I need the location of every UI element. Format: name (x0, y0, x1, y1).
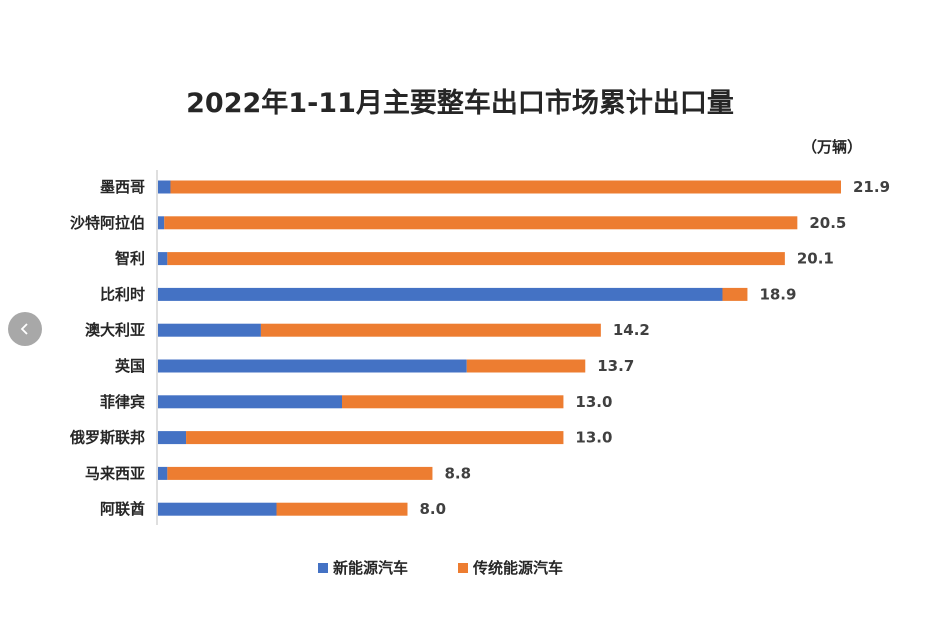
bar-segment-nev (158, 502, 277, 516)
legend: 新能源汽车 传统能源汽车 (318, 559, 563, 577)
category-label: 比利时 (100, 285, 145, 303)
category-label: 沙特阿拉伯 (70, 214, 145, 232)
value-label: 20.1 (797, 250, 834, 268)
value-label: 18.9 (759, 285, 796, 303)
legend-label: 新能源汽车 (333, 559, 408, 577)
category-label: 阿联酋 (100, 500, 145, 518)
bar-segment-ice (167, 466, 433, 480)
category-label: 墨西哥 (100, 178, 145, 196)
bar-segment-ice (167, 252, 785, 266)
legend-swatch (458, 563, 468, 573)
category-label: 英国 (115, 357, 145, 375)
category-label: 菲律宾 (100, 393, 145, 411)
category-label: 马来西亚 (85, 464, 145, 482)
value-label: 21.9 (853, 178, 890, 196)
value-label: 20.5 (809, 214, 846, 232)
value-label: 13.7 (597, 357, 634, 375)
bar-segment-ice (260, 323, 601, 337)
bar-segment-ice (466, 359, 586, 373)
value-label: 8.0 (419, 500, 446, 518)
value-label: 8.8 (444, 464, 471, 482)
bar-segment-nev (158, 252, 168, 266)
category-label: 澳大利亚 (85, 321, 145, 339)
value-label: 13.0 (575, 393, 612, 411)
value-label: 13.0 (575, 429, 612, 447)
bar-segment-nev (158, 431, 187, 445)
bar-segment-ice (342, 395, 564, 409)
bar-segment-nev (158, 287, 723, 301)
chevron-left-icon (20, 323, 28, 335)
bar-segment-nev (158, 180, 171, 194)
bar-segment-ice (170, 180, 842, 194)
bar-segment-ice (186, 431, 564, 445)
bar-segment-ice (164, 216, 798, 230)
legend-swatch (318, 563, 328, 573)
chart-unit: （万辆） (802, 138, 862, 156)
category-label: 智利 (115, 250, 145, 268)
value-label: 14.2 (613, 321, 650, 339)
category-label: 俄罗斯联邦 (69, 429, 145, 447)
bar-segment-nev (158, 216, 165, 230)
bar-segment-ice (276, 502, 408, 516)
bar-segment-nev (158, 395, 343, 409)
bar-segment-nev (158, 323, 261, 337)
bar-segment-nev (158, 359, 467, 373)
bar-segment-nev (158, 466, 168, 480)
bars-group: 墨西哥 21.9 沙特阿拉伯 20.5 智利 20.1 比利时 18.9 澳大利亚 14.2 英国 1… (69, 178, 890, 518)
legend-label: 传统能源汽车 (472, 559, 563, 577)
prev-image-button[interactable] (8, 312, 42, 346)
chart-title: 2022年1-11月主要整车出口市场累计出口量 (186, 87, 734, 119)
bar-segment-ice (722, 287, 748, 301)
